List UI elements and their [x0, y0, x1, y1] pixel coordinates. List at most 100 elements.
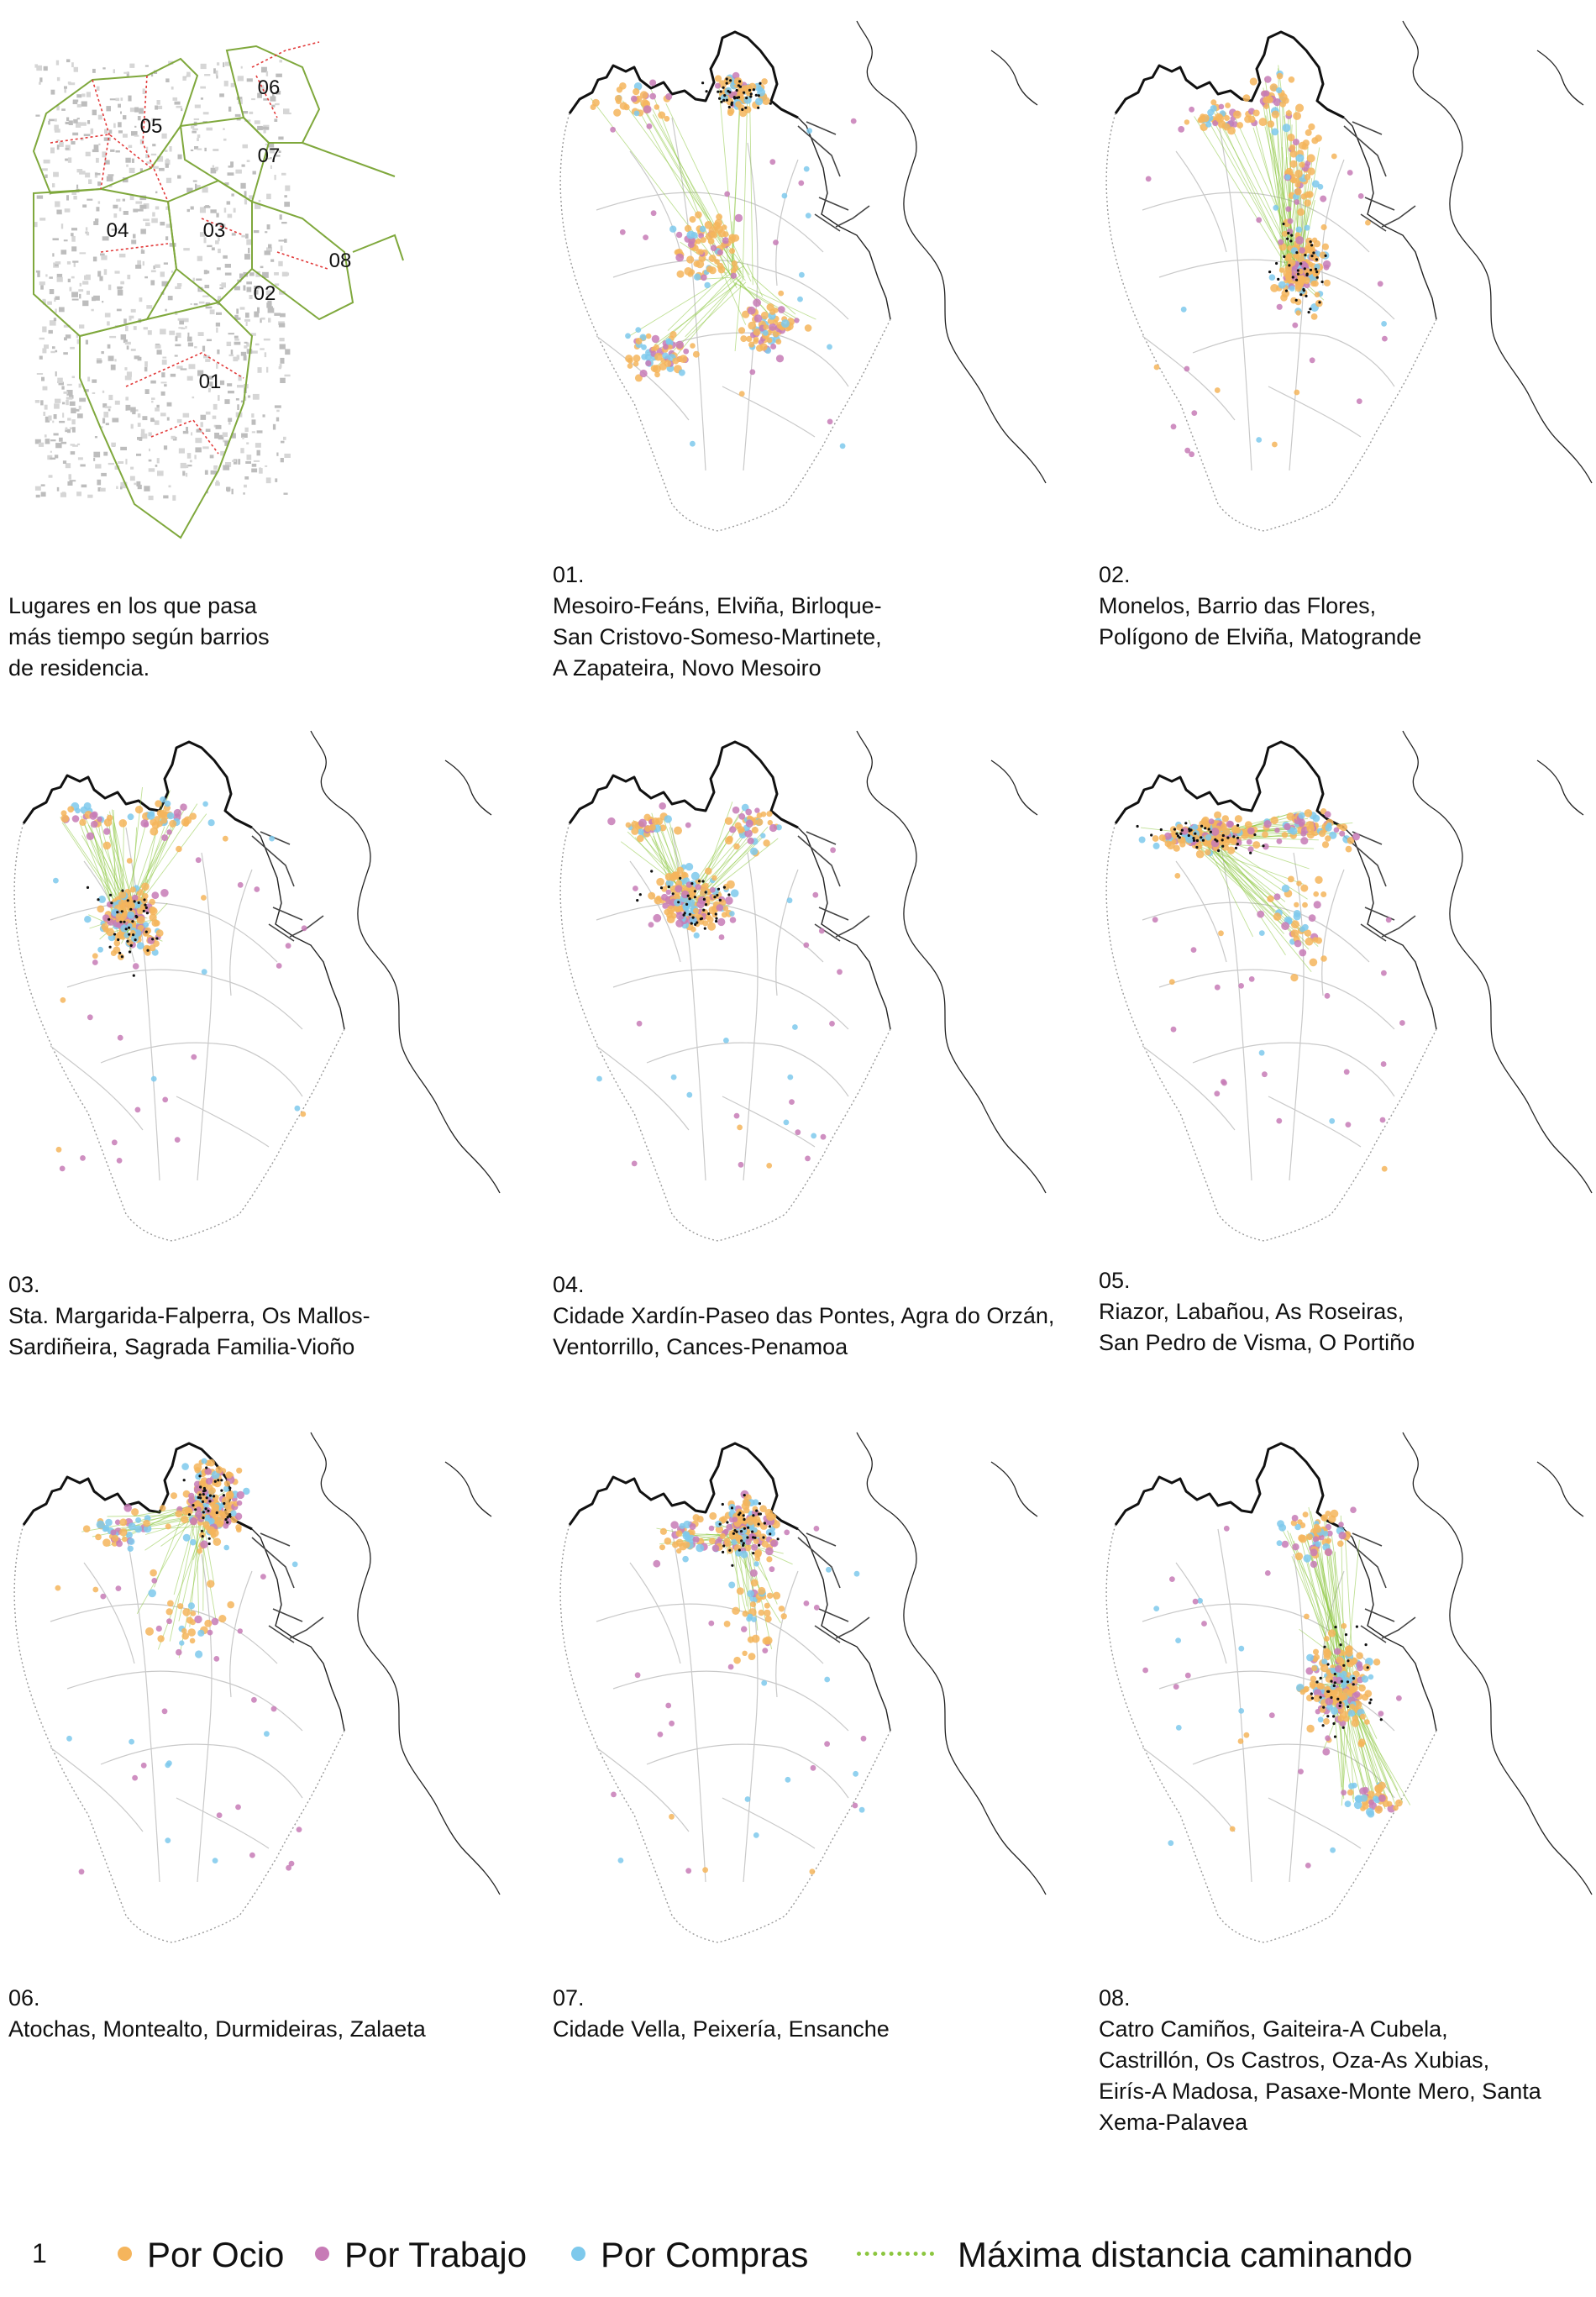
building-block [186, 71, 191, 77]
building-block [140, 428, 145, 435]
building-block [93, 221, 99, 225]
residence-point [198, 1474, 202, 1478]
walk-line [1189, 841, 1285, 928]
place-dot [1158, 834, 1166, 842]
residence-point [690, 922, 693, 925]
panel-number: 08. [1099, 1985, 1131, 2011]
panel-caption-line: Monelos, Barrio das Flores, [1099, 593, 1377, 618]
port-pier-line [1364, 197, 1395, 211]
municipal-boundary [559, 823, 891, 1242]
building-block [205, 306, 213, 309]
building-block [72, 132, 79, 136]
building-block [163, 262, 168, 265]
place-dot [722, 237, 729, 244]
walk-line [136, 1515, 193, 1615]
place-dot [860, 1735, 867, 1742]
building-block [150, 153, 157, 156]
place-dot [1311, 1665, 1318, 1672]
building-block [55, 264, 59, 266]
building-block [96, 207, 100, 212]
residence-point [718, 898, 722, 901]
building-block [72, 102, 78, 104]
building-block [165, 308, 167, 312]
residence-point [682, 913, 685, 917]
building-block [134, 107, 139, 113]
road-line [722, 1797, 816, 1849]
coastline-east-line [1536, 1461, 1584, 1517]
building-block [69, 480, 76, 482]
building-block [103, 412, 109, 418]
place-dot [786, 897, 793, 904]
place-dot [633, 886, 638, 891]
building-block [278, 150, 281, 153]
place-dot [91, 820, 98, 828]
place-dot [709, 1537, 716, 1544]
building-block [43, 412, 46, 416]
place-dot [1226, 820, 1234, 828]
place-dot [1323, 264, 1330, 271]
building-block [64, 337, 67, 341]
place-dot [744, 829, 753, 838]
place-dot [728, 1530, 736, 1537]
residence-point [758, 1502, 761, 1506]
place-dot [154, 816, 160, 823]
building-block [230, 82, 235, 87]
port-pier-line [1360, 923, 1387, 942]
place-dot [794, 318, 800, 323]
building-block [131, 239, 137, 244]
place-dot [747, 1518, 754, 1526]
road-line [671, 117, 706, 471]
building-block [259, 468, 263, 474]
building-block [117, 228, 119, 231]
building-block [270, 96, 276, 102]
building-block [234, 113, 241, 117]
building-block [72, 99, 79, 102]
place-dot [759, 1505, 767, 1512]
place-dot [733, 843, 740, 850]
building-block [67, 481, 73, 486]
place-dot [749, 369, 756, 376]
building-block [140, 229, 146, 234]
building-block [155, 105, 163, 109]
place-dot [1246, 838, 1252, 845]
place-dot [1270, 284, 1278, 292]
road-line [1289, 852, 1305, 1181]
residence-point [187, 1513, 192, 1516]
building-block [160, 391, 165, 396]
place-dots [596, 802, 843, 1169]
place-dot [676, 1548, 682, 1554]
building-block [246, 239, 252, 245]
residence-point [659, 886, 664, 890]
building-block [251, 413, 255, 418]
map-panel-04 [546, 710, 1050, 1248]
place-dot [288, 1860, 295, 1867]
building-block [131, 158, 134, 163]
place-dot [86, 832, 95, 840]
building-block [200, 97, 203, 100]
building-block [212, 415, 217, 419]
building-block [269, 148, 275, 154]
district-map-07 [559, 1432, 1047, 1943]
building-block [152, 212, 155, 217]
place-dot [1304, 1613, 1310, 1620]
building-block [279, 364, 282, 368]
place-dot [134, 1106, 141, 1113]
building-block [192, 396, 195, 399]
place-dot [200, 1540, 208, 1548]
place-dot [1323, 1636, 1330, 1642]
building-block [253, 460, 260, 462]
place-dot [1295, 236, 1305, 244]
road-line [229, 869, 253, 996]
building-block [279, 338, 285, 342]
building-block [235, 169, 242, 174]
walk-line [178, 1511, 204, 1622]
residence-point [738, 1548, 741, 1552]
building-block [118, 207, 122, 212]
place-dot [829, 1021, 835, 1027]
building-block [246, 455, 252, 460]
residence-point [776, 1537, 780, 1541]
place-dot [1194, 842, 1203, 850]
residence-point [752, 88, 755, 92]
residence-point [738, 85, 742, 88]
residence-point [638, 893, 642, 896]
